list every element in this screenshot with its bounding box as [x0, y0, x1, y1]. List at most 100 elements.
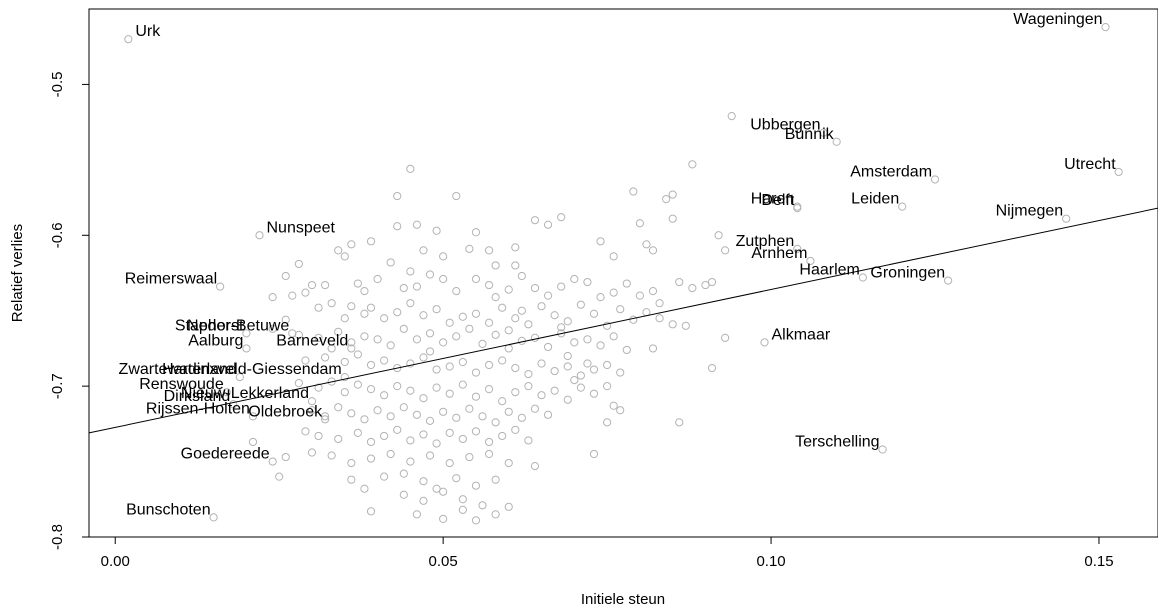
- labeled-data-point: [806, 256, 815, 266]
- data-point: [688, 283, 697, 293]
- data-point: [366, 437, 376, 447]
- data-point: [471, 427, 481, 436]
- data-point: [616, 406, 625, 415]
- data-point: [583, 359, 592, 368]
- data-point: [484, 246, 494, 255]
- data-point: [668, 190, 677, 199]
- data-point: [458, 505, 467, 514]
- data-point: [419, 246, 428, 255]
- data-point: [347, 302, 356, 311]
- data-point: [275, 472, 284, 481]
- point-label: Arnhem: [751, 245, 807, 262]
- data-point: [596, 237, 605, 246]
- y-axis-title: Relatief verlies: [9, 224, 26, 322]
- data-point: [629, 187, 638, 196]
- data-point: [504, 344, 513, 353]
- data-point: [511, 363, 520, 373]
- data-point: [458, 434, 467, 444]
- y-axis: -0.5 -0.6 -0.7 -0.8: [49, 71, 90, 550]
- data-point: [603, 321, 612, 330]
- x-axis: 0.00 0.05 0.10 0.15: [101, 536, 1114, 570]
- data-point: [340, 252, 349, 261]
- data-point: [419, 430, 428, 439]
- data-point: [471, 274, 481, 284]
- labeled-data-point: [793, 204, 802, 213]
- data-point: [576, 383, 585, 392]
- data-point: [393, 363, 402, 373]
- data-point: [484, 360, 494, 370]
- data-point: [511, 261, 520, 270]
- labeled-data-point: [878, 445, 887, 454]
- data-point: [629, 315, 638, 324]
- data-point: [491, 418, 500, 427]
- point-label: Dirksland: [164, 388, 231, 405]
- point-label: Haarlem: [799, 262, 859, 279]
- data-point: [465, 452, 474, 462]
- data-point: [537, 302, 546, 311]
- data-point: [655, 314, 664, 323]
- data-point: [386, 449, 395, 459]
- data-point: [406, 267, 415, 276]
- data-point: [406, 164, 415, 174]
- data-point: [504, 458, 513, 468]
- data-point: [530, 283, 540, 293]
- data-point: [530, 333, 540, 342]
- data-point: [707, 277, 717, 287]
- point-label: Urk: [135, 23, 161, 40]
- point-label: Alkmaar: [772, 326, 831, 343]
- x-tick-label: 0.15: [1084, 553, 1113, 570]
- data-point: [248, 437, 258, 447]
- data-point: [543, 220, 553, 229]
- data-point: [609, 332, 618, 341]
- data-point: [347, 240, 356, 249]
- data-point: [504, 285, 513, 294]
- data-point: [563, 362, 572, 371]
- data-point: [583, 277, 592, 287]
- data-point: [353, 428, 362, 438]
- data-point: [727, 112, 736, 121]
- data-point: [425, 270, 435, 279]
- data-point: [543, 342, 553, 352]
- data-point: [458, 357, 467, 367]
- labeled-data-point: [898, 202, 907, 211]
- labeled-data-point: [930, 175, 940, 184]
- data-point: [550, 311, 559, 320]
- labeled-data-point: [793, 244, 802, 253]
- data-point: [380, 314, 389, 323]
- labeled-data-point: [124, 35, 133, 44]
- point-label: Wageningen: [1013, 11, 1102, 28]
- data-point: [314, 431, 323, 441]
- x-tick-label: 0.10: [756, 553, 785, 570]
- data-point: [393, 222, 402, 231]
- data-point: [721, 246, 730, 255]
- data-point: [399, 490, 408, 499]
- data-point: [471, 516, 481, 525]
- data-point: [635, 219, 644, 228]
- labeled-data-point: [222, 388, 231, 397]
- data-point: [353, 350, 362, 359]
- data-point: [603, 382, 612, 391]
- data-point: [301, 288, 310, 297]
- data-point: [353, 380, 362, 389]
- data-point: [432, 305, 441, 314]
- data-point: [314, 383, 323, 392]
- data-point: [504, 407, 513, 416]
- data-point: [484, 449, 494, 459]
- data-point: [530, 404, 540, 413]
- data-point: [563, 351, 572, 361]
- data-point: [478, 412, 487, 421]
- data-point: [419, 311, 428, 320]
- data-point: [340, 388, 349, 397]
- data-point: [589, 365, 599, 374]
- point-label: Bunnik: [785, 126, 835, 143]
- data-point: [491, 261, 500, 270]
- data-point: [570, 376, 579, 385]
- point-label: Rijssen-Holten: [146, 400, 250, 417]
- data-point: [307, 406, 317, 415]
- data-point: [347, 409, 356, 418]
- data-point: [557, 213, 566, 222]
- data-point: [675, 418, 684, 427]
- data-point: [386, 412, 395, 421]
- data-point: [491, 293, 500, 302]
